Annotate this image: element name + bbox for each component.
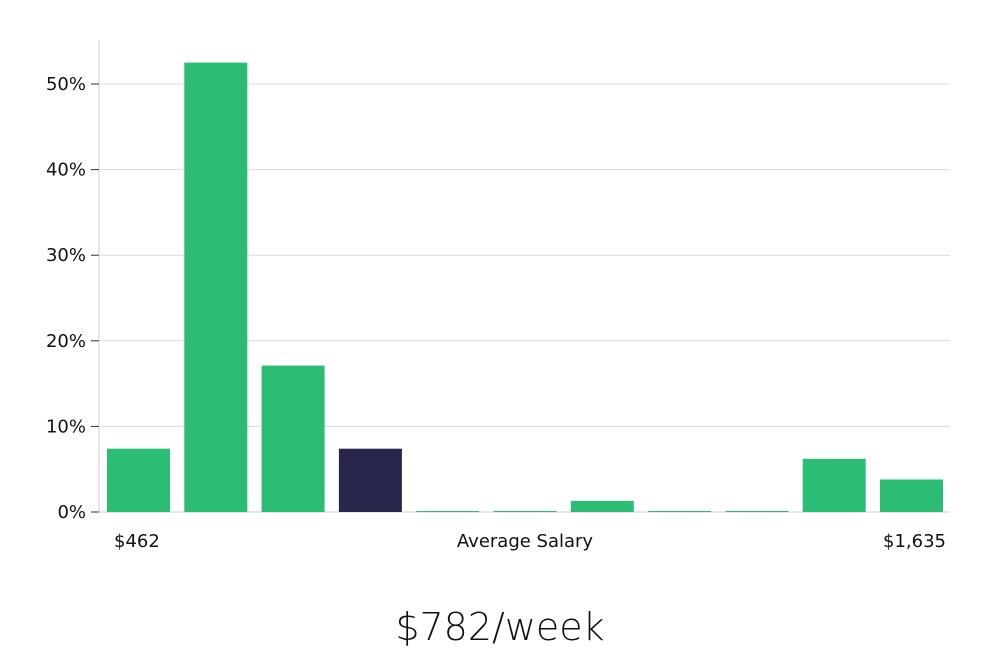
bar <box>493 511 557 512</box>
bar <box>261 365 325 512</box>
bar <box>725 511 789 512</box>
bar <box>648 511 712 512</box>
bar <box>107 448 170 512</box>
x-label-max: $1,635 <box>883 531 946 552</box>
bars <box>107 62 943 512</box>
y-tick-label: 0% <box>57 502 86 523</box>
x-label-average: Average Salary <box>457 531 594 552</box>
y-tick-label: 30% <box>46 245 86 266</box>
bar <box>416 511 480 512</box>
bar <box>184 62 248 512</box>
y-axis-ticks: 0% 10% 20% 30% 40% 50% <box>46 74 99 523</box>
bar-highlighted <box>338 448 402 512</box>
y-tick-label: 10% <box>46 416 86 437</box>
y-tick-label: 40% <box>46 160 86 181</box>
bar <box>880 479 943 512</box>
bar <box>802 458 866 512</box>
salary-histogram: 0% 10% 20% 30% 40% 50% $462 Average Salary $1… <box>46 40 950 552</box>
x-label-min: $462 <box>114 531 160 552</box>
y-tick-label: 20% <box>46 331 86 352</box>
bar <box>570 500 634 512</box>
y-tick-label: 50% <box>46 74 86 95</box>
average-weekly-salary: $782/week <box>395 605 605 649</box>
